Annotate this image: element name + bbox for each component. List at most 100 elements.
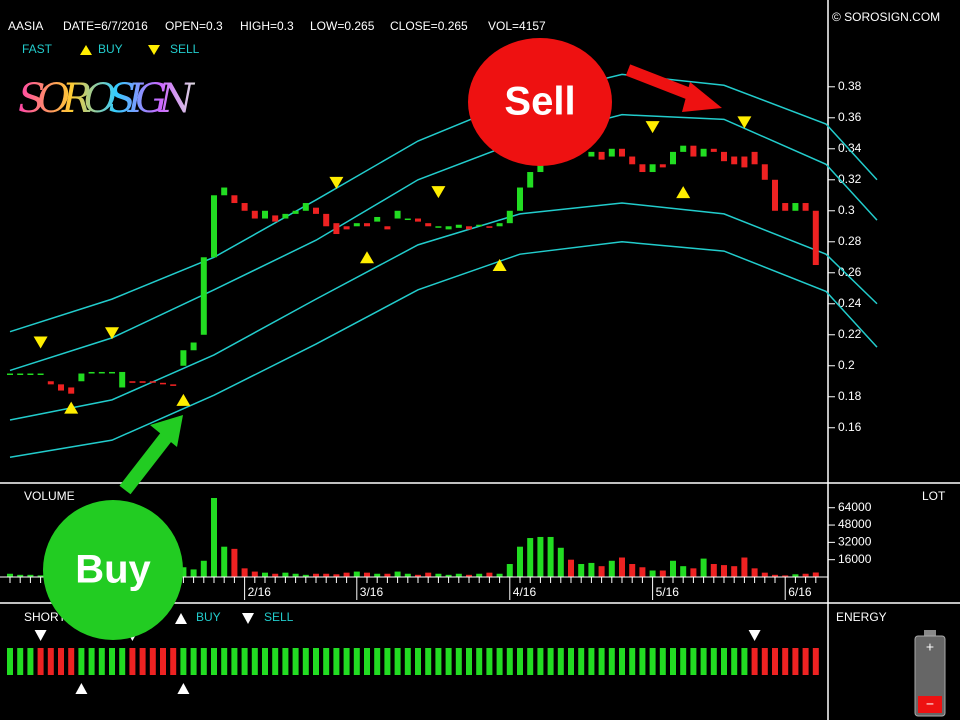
energy-bar [37,648,44,675]
energy-bar [302,648,309,675]
candle [323,213,330,227]
candle [710,148,717,152]
energy-bar [221,648,228,675]
volume-bar [384,573,391,577]
svg-text:+: + [926,639,934,655]
volume-title: VOLUME [24,489,75,503]
candle [262,210,268,219]
candle [282,213,289,219]
open: OPEN=0.3 [165,19,223,33]
y-tick-label: 0.28 [838,234,862,248]
energy-bar [741,648,748,675]
volume-bar [578,564,585,577]
energy-bar [404,648,411,675]
energy-bar [710,648,717,675]
candle [221,187,228,196]
band-line [9,73,878,333]
y-tick-label: 0.38 [838,79,862,93]
volume-bar [180,567,187,577]
energy-bar [486,648,493,675]
candle [353,223,360,227]
volume-bar [496,573,503,577]
energy-bar [129,648,136,675]
legend-buy: BUY [98,42,123,56]
buy-arrow [119,415,183,495]
energy-bar [149,648,156,675]
volume-bar [568,559,574,577]
candle [272,215,279,222]
energy-bar [78,648,85,675]
volume-bar [404,573,411,577]
date: DATE=6/7/2016 [63,19,148,33]
legend-buy-icon [80,45,92,55]
energy-bar [578,648,585,675]
candle [129,381,136,383]
sell-signal [105,327,119,340]
energy-bar [58,648,64,675]
candle [343,226,350,230]
energy-bar [619,648,625,675]
energy-bar [792,648,799,675]
energy-bar [506,648,513,675]
energy-bar [200,648,207,675]
energy-bar [680,648,687,675]
energy-bar [333,648,340,675]
energy-bar [557,648,564,675]
energy-bar [455,648,462,675]
volume-bar [761,572,768,577]
legend-sell: SELL [170,42,200,56]
energy-buy-signal [75,683,88,694]
candle [537,164,544,173]
volume-bar [792,574,799,577]
sell-signal [737,116,752,129]
candle [731,156,738,165]
volume-bar [313,573,319,577]
volume-bar [557,547,564,577]
volume-bar [670,560,676,577]
volume-bar [211,497,217,577]
svg-text:−: − [926,696,934,712]
candle [466,226,472,230]
energy-bar [568,648,574,675]
candle [476,224,483,227]
volume-bar [251,571,258,577]
sell-signal [645,121,660,134]
candle [812,210,819,266]
energy-bar [231,648,238,675]
candle [486,226,493,228]
energy-bar [445,648,452,675]
volume-bar [231,548,238,577]
energy-bar [262,648,268,675]
volume-bar [374,573,381,577]
y-tick-label: 0.18 [838,389,862,403]
candle [670,151,676,165]
candle [160,382,166,385]
energy-legend-buy: BUY [196,610,221,624]
energy-bar [772,648,778,675]
candle [445,226,452,230]
candle [700,148,707,157]
candle [384,226,391,230]
buy-signal [676,186,691,199]
volume-bar [517,546,523,577]
candle [313,207,319,214]
volume-bar [680,566,687,577]
energy-bar [588,648,595,675]
energy-bar [109,648,115,675]
sell-annotation: Sell [504,80,575,124]
candle [772,179,778,211]
y-tick-label: 0.34 [838,141,862,155]
energy-bar [343,648,350,675]
energy-bar [721,648,727,675]
volume-bar [506,564,513,577]
energy-bar [190,648,197,675]
candle [802,203,809,211]
energy-bar [251,648,258,675]
volume-today: VOL=4157 [488,19,546,33]
energy-bar [160,648,166,675]
energy-bar [649,648,656,675]
candle [88,371,95,374]
volume-bar [221,546,228,577]
candle [394,210,401,219]
